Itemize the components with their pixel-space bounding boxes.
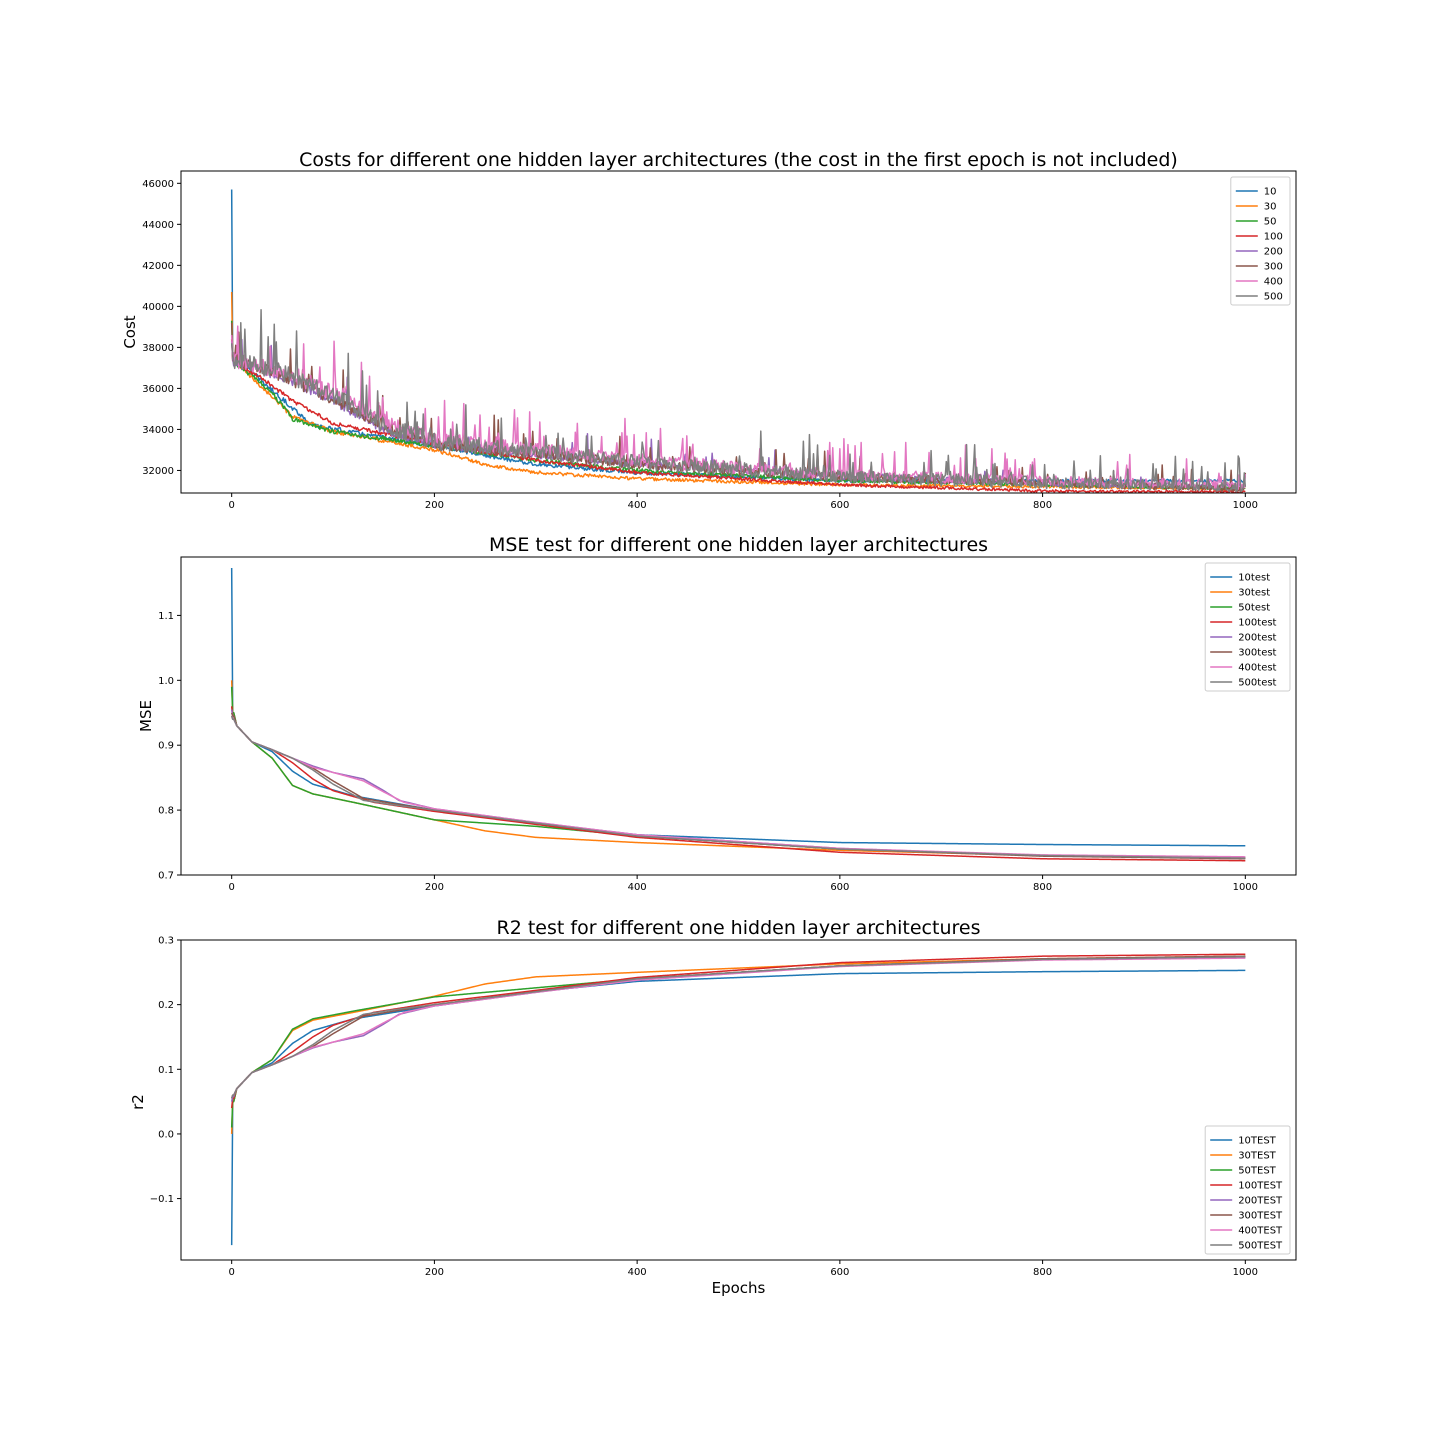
r2-xtick-label: 600 — [830, 1267, 849, 1278]
mse-chart-title: MSE test for different one hidden layer … — [489, 534, 988, 556]
cost-ytick-label: 46000 — [142, 179, 174, 190]
mse-chart-legend: 10test 30test 50test 100test 200test 300test 4… — [1204, 562, 1291, 692]
cost-chart-legend: 10 30 50 100 200 300 400 500 — [1230, 176, 1291, 306]
cost-ytick-label: 34000 — [142, 425, 174, 436]
cost-chart-title: Costs for different one hidden layer arc… — [299, 149, 1178, 171]
mse-legend-label-400test: 400test — [1238, 663, 1276, 674]
cost-legend-box — [1230, 176, 1291, 306]
r2-chart-ylabel: r2 — [129, 1094, 147, 1110]
r2-chart-xlabel: Epochs — [712, 1279, 766, 1297]
cost-legend-label-50: 50 — [1264, 217, 1277, 228]
cost-xtick-label: 0 — [228, 500, 234, 511]
mse-xtick-label: 200 — [425, 882, 444, 893]
r2-ytick-label: 0.2 — [158, 1000, 174, 1011]
mse-chart-lines — [230, 568, 1246, 862]
mse-ytick-label: 1.1 — [158, 611, 174, 622]
r2-chart-legend: 10TEST 30TEST 50TEST 100TEST 200TEST 300TEST 4… — [1204, 1125, 1291, 1255]
mse-legend-label-500test: 500test — [1238, 678, 1276, 689]
cost-series-line-50 — [230, 320, 1246, 491]
mse-series-line-500test — [230, 715, 1246, 859]
cost-ytick-label: 40000 — [142, 302, 174, 313]
r2-legend-box — [1204, 1125, 1291, 1255]
r2-chart-frame — [180, 939, 1297, 1261]
cost-xtick-label: 400 — [628, 500, 647, 511]
r2-series-line-400TEST — [230, 957, 1246, 1099]
r2-xtick-label: 200 — [425, 1267, 444, 1278]
r2-legend-label-300TEST: 300TEST — [1238, 1211, 1283, 1222]
cost-legend-label-300: 300 — [1264, 262, 1283, 273]
r2-xtick-label: 0 — [228, 1267, 234, 1278]
cost-series-line-30 — [230, 291, 1246, 491]
cost-ytick-label: 38000 — [142, 343, 174, 354]
mse-ytick-label: 1.0 — [158, 676, 174, 687]
r2-ytick-label: 0.0 — [158, 1129, 174, 1140]
r2-xtick-label: 400 — [628, 1267, 647, 1278]
cost-ytick-label: 42000 — [142, 261, 174, 272]
cost-xtick-label: 1000 — [1233, 500, 1258, 511]
cost-series-line-500 — [230, 308, 1247, 493]
mse-chart-frame — [180, 556, 1297, 876]
r2-legend-label-100TEST: 100TEST — [1238, 1181, 1283, 1192]
r2-legend-label-10TEST: 10TEST — [1238, 1136, 1276, 1147]
mse-chart-ylabel: MSE — [137, 700, 155, 732]
mse-legend-label-50test: 50test — [1238, 603, 1270, 614]
cost-chart-lines — [230, 189, 1247, 493]
r2-legend-label-500TEST: 500TEST — [1238, 1241, 1283, 1252]
mse-legend-label-200test: 200test — [1238, 633, 1276, 644]
r2-xtick-label: 800 — [1033, 1267, 1052, 1278]
r2-series-line-10TEST — [230, 969, 1246, 1246]
mse-legend-label-300test: 300test — [1238, 648, 1276, 659]
mse-series-line-400test — [230, 715, 1246, 858]
mse-ytick-label: 0.7 — [158, 871, 174, 882]
mse-xtick-label: 1000 — [1233, 882, 1258, 893]
cost-chart-ticks: 0 200 400 600 800 1000 32000 34000 36000 38000 400… — [142, 179, 1258, 511]
mse-legend-label-100test: 100test — [1238, 618, 1276, 629]
r2-legend-label-400TEST: 400TEST — [1238, 1226, 1283, 1237]
mse-ytick-label: 0.9 — [158, 741, 174, 752]
mse-xtick-label: 400 — [628, 882, 647, 893]
mse-xtick-label: 600 — [830, 882, 849, 893]
r2-chart: R2 test for different one hidden layer a… — [129, 917, 1297, 1297]
cost-xtick-label: 200 — [425, 500, 444, 511]
r2-chart-lines — [230, 953, 1246, 1246]
r2-series-line-100TEST — [230, 953, 1246, 1109]
cost-xtick-label: 600 — [830, 500, 849, 511]
cost-xtick-label: 800 — [1033, 500, 1052, 511]
cost-legend-label-400: 400 — [1264, 277, 1283, 288]
cost-chart-frame — [180, 170, 1297, 494]
cost-legend-label-30: 30 — [1264, 202, 1277, 213]
mse-xtick-label: 800 — [1033, 882, 1052, 893]
r2-xtick-label: 1000 — [1233, 1267, 1258, 1278]
cost-legend-label-500: 500 — [1264, 292, 1283, 303]
r2-legend-label-50TEST: 50TEST — [1238, 1166, 1276, 1177]
mse-legend-box — [1204, 562, 1291, 692]
r2-chart-title: R2 test for different one hidden layer a… — [497, 917, 981, 939]
mse-xtick-label: 0 — [228, 882, 234, 893]
mse-chart-ticks: 0 200 400 600 800 1000 0.7 0.8 0.9 1.0 1.1 — [158, 611, 1258, 893]
cost-ytick-label: 32000 — [142, 466, 174, 477]
cost-legend-label-200: 200 — [1264, 247, 1283, 258]
cost-legend-label-10: 10 — [1264, 187, 1277, 198]
cost-chart-ylabel: Cost — [121, 315, 139, 348]
mse-legend-label-10test: 10test — [1238, 573, 1270, 584]
r2-chart-ticks: 0 200 400 600 800 1000 −0.1 0.0 0.1 0.2 0.3 — [150, 936, 1258, 1279]
cost-ytick-label: 36000 — [142, 384, 174, 395]
mse-chart: MSE test for different one hidden layer … — [137, 534, 1297, 893]
r2-ytick-label: 0.1 — [158, 1065, 174, 1076]
cost-legend-label-100: 100 — [1264, 232, 1283, 243]
r2-series-line-500TEST — [230, 956, 1246, 1099]
r2-ytick-label: −0.1 — [150, 1194, 174, 1205]
mse-ytick-label: 0.8 — [158, 806, 174, 817]
r2-legend-label-200TEST: 200TEST — [1238, 1196, 1283, 1207]
cost-chart: Costs for different one hidden layer arc… — [121, 149, 1297, 511]
mse-legend-label-30test: 30test — [1238, 588, 1270, 599]
r2-legend-label-30TEST: 30TEST — [1238, 1151, 1276, 1162]
r2-ytick-label: 0.3 — [158, 936, 174, 947]
cost-ytick-label: 44000 — [142, 220, 174, 231]
